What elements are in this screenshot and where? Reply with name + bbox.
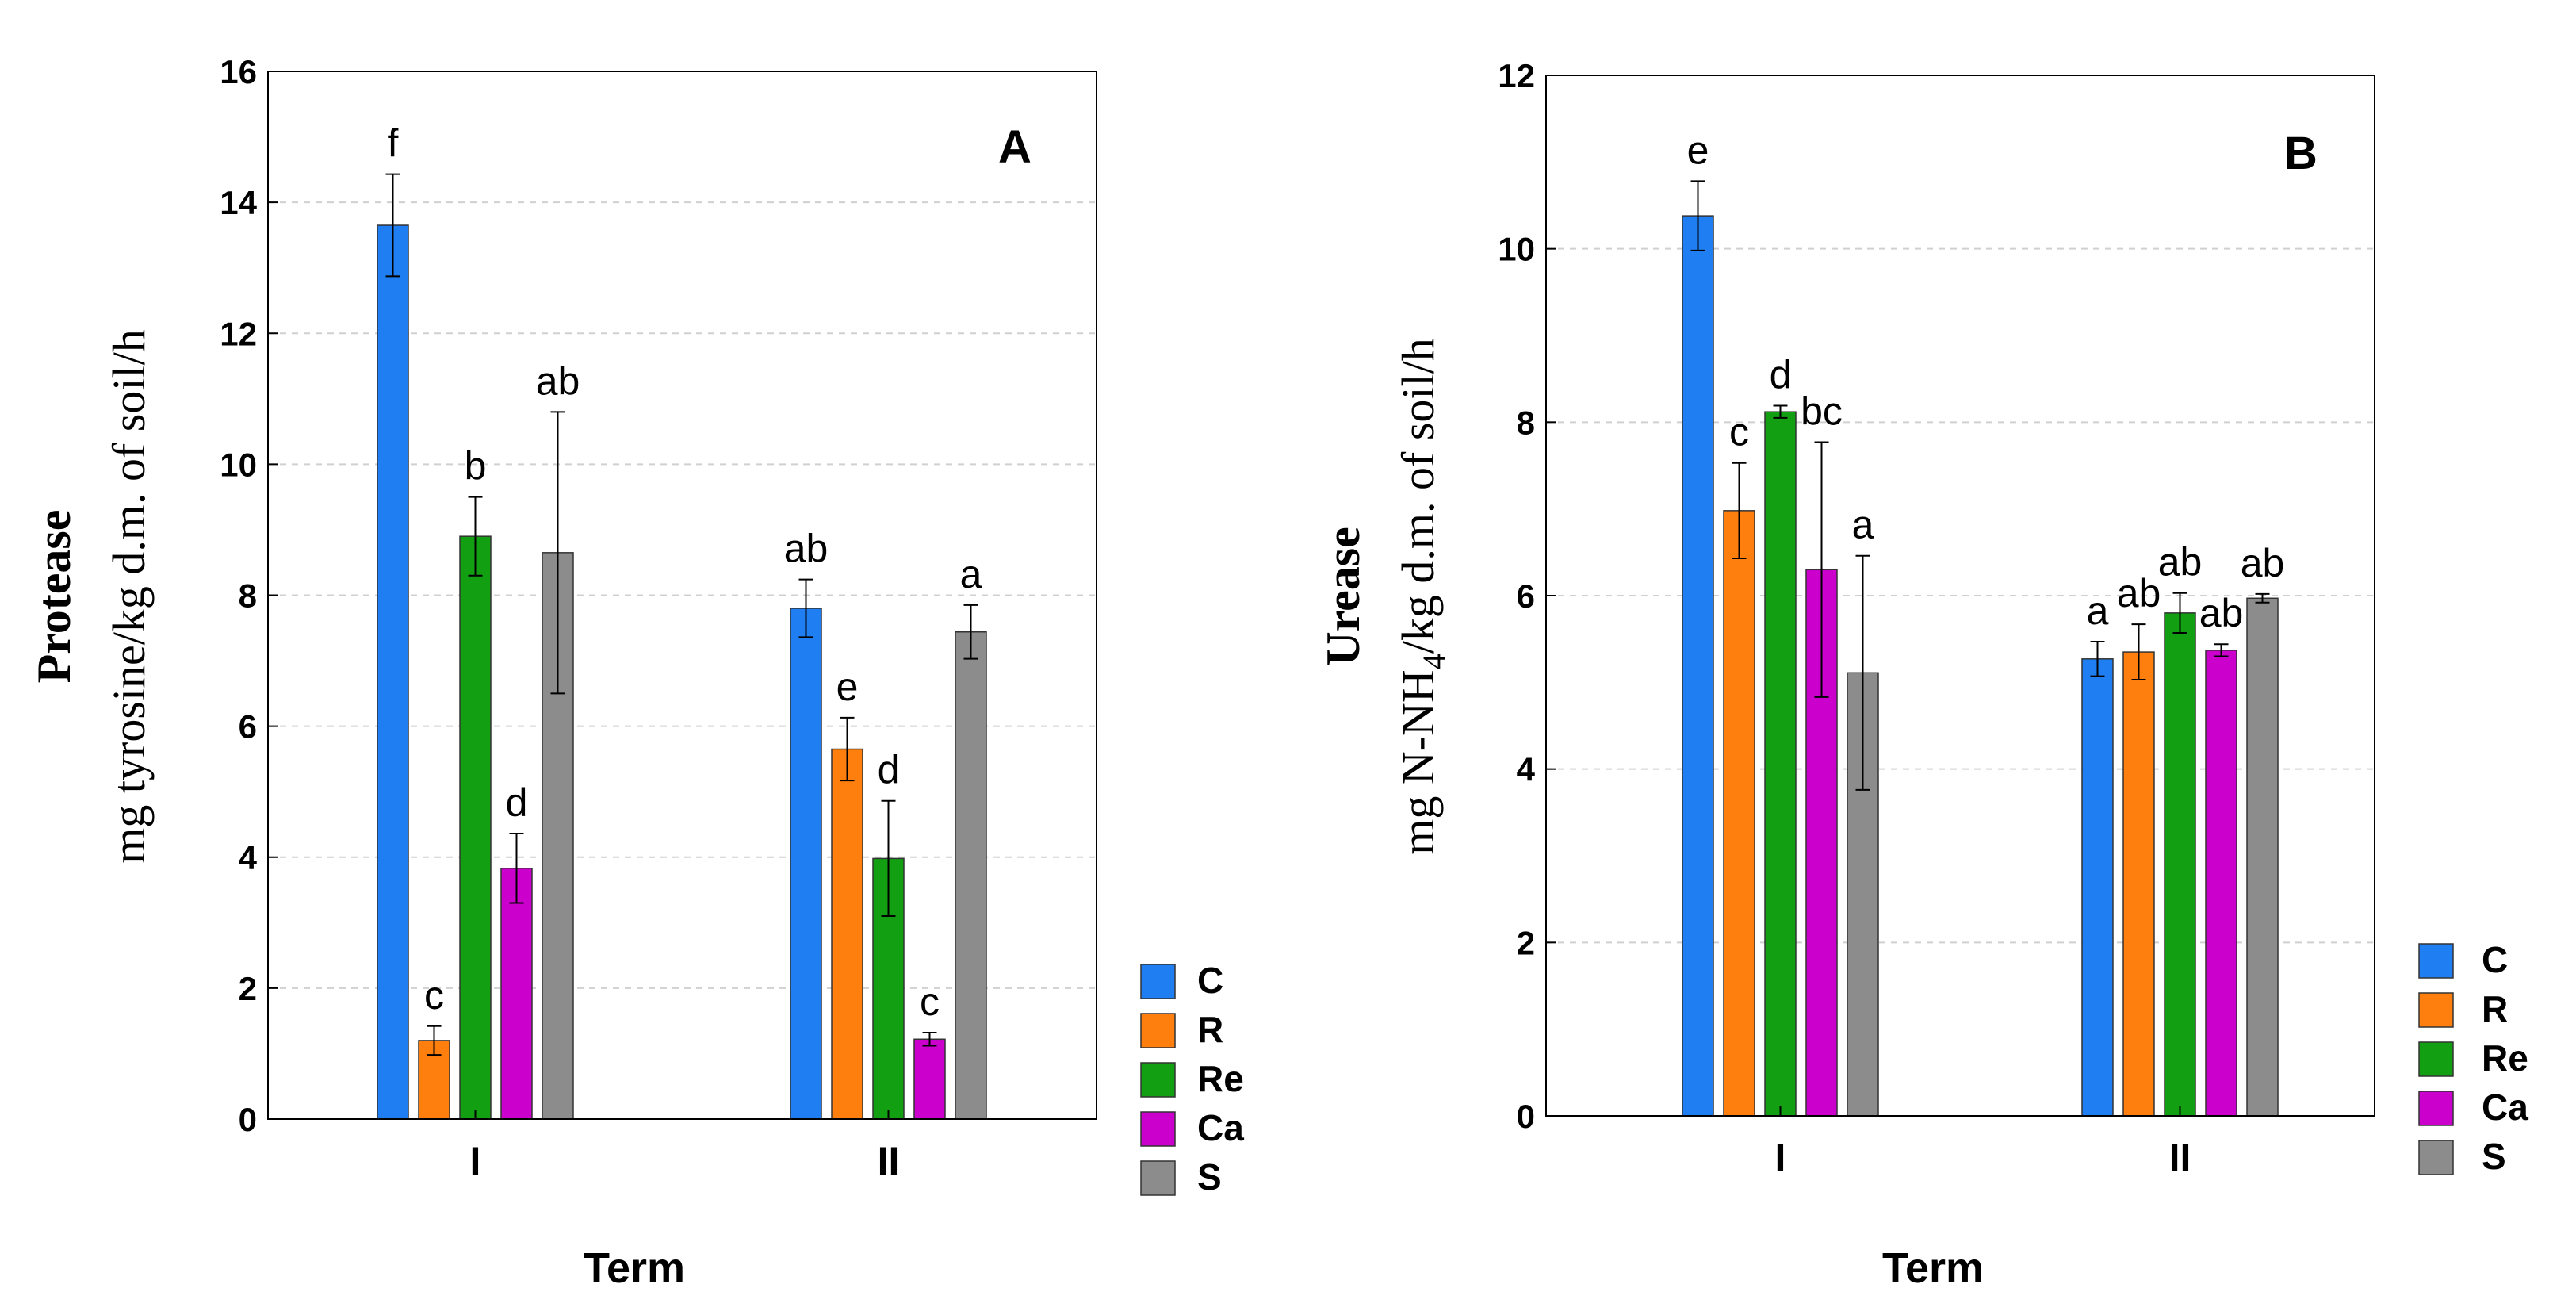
- panel-a-legend-swatch-re: [1140, 1062, 1176, 1098]
- panel-b-yaxis-unit: mg N-NH4/kg d.m. of soil/h: [1392, 338, 1452, 855]
- panel-b-bar-re-ii: [2164, 612, 2196, 1117]
- panel-a-bar-ca-ii: [913, 1038, 946, 1120]
- panel-a-letter-s-i: ab: [536, 358, 580, 403]
- panel-a-ytick-label-14: 14: [220, 184, 257, 221]
- panel-b-legend-swatch-re: [2418, 1041, 2454, 1077]
- panel-b-bar-r-ii: [2122, 651, 2155, 1117]
- panel-a-legend-label-re: Re: [1197, 1058, 1244, 1099]
- panel-a-bar-ca-i: [500, 868, 533, 1120]
- panel-b-legend-label-re: Re: [2482, 1037, 2528, 1079]
- panel-b-legend-label-ca: Ca: [2482, 1087, 2528, 1128]
- panel-a-ytick-label-12: 12: [220, 315, 257, 352]
- panel-a-letter-re-ii: d: [878, 748, 900, 792]
- panel-a-legend-label-r: R: [1197, 1009, 1223, 1050]
- panel-a-legend-swatch-s: [1140, 1160, 1176, 1196]
- panel-b-legend-swatch-r: [2418, 992, 2454, 1028]
- panel-b-xtick-label-i: I: [1775, 1136, 1786, 1180]
- panel-b-label: B: [2284, 128, 2318, 179]
- panel-b-letter-r-ii: ab: [2117, 571, 2161, 615]
- panel-a-letter-ca-ii: c: [920, 979, 940, 1024]
- panel-a-bar-c-i: [377, 224, 409, 1120]
- panel-b-bar-s-ii: [2246, 597, 2279, 1117]
- panel-b-bar-r-i: [1723, 510, 1755, 1117]
- panel-a-legend-label-ca: Ca: [1197, 1107, 1244, 1148]
- panel-a-xtick-label-ii: II: [878, 1139, 900, 1183]
- panel-b-bar-c-ii: [2081, 658, 2114, 1117]
- panel-a-ytick-label-16: 16: [220, 53, 257, 90]
- panel-b-bar-ca-ii: [2205, 650, 2237, 1117]
- panel-b-ytick-label-10: 10: [1498, 231, 1535, 268]
- panel-a-bar-s-ii: [955, 631, 987, 1120]
- panel-a-ytick-label-6: 6: [239, 708, 257, 746]
- panel-b-letter-c-ii: a: [2087, 588, 2109, 633]
- panel-b-legend-swatch-c: [2418, 943, 2454, 979]
- panel-b-letter-re-i: d: [1770, 353, 1792, 397]
- panel-a-yaxis-unit: mg tyrosine/kg d.m. of soil/h: [103, 329, 155, 863]
- panel-a-legend-swatch-c: [1140, 964, 1176, 999]
- panel-b-letter-s-ii: ab: [2241, 541, 2285, 585]
- panel-a-label: A: [998, 121, 1032, 173]
- panel-a-ytick-label-10: 10: [220, 446, 257, 483]
- panel-b-letter-s-i: a: [1852, 503, 1874, 547]
- panel-a-letter-re-i: b: [465, 444, 487, 489]
- panel-a-xtick-label-i: I: [470, 1139, 481, 1183]
- panel-a-letter-c-i: f: [388, 121, 399, 166]
- panel-b-letter-c-i: e: [1687, 128, 1709, 172]
- panel-b-legend-swatch-s: [2418, 1140, 2454, 1175]
- panel-b-xaxis-title: Term: [1882, 1244, 1984, 1292]
- panel-b-legend-label-s: S: [2482, 1136, 2506, 1177]
- panel-b-legend-label-c: C: [2482, 939, 2508, 980]
- panel-b-bar-c-i: [1682, 215, 1714, 1117]
- panel-b-ytick-label-12: 12: [1498, 57, 1535, 94]
- panel-a-letter-r-ii: e: [836, 665, 859, 709]
- panel-b-ytick-label-0: 0: [1517, 1098, 1535, 1135]
- panel-b-letter-ca-ii: ab: [2199, 591, 2244, 635]
- panel-b-yaxis-unit-subscript: 4: [1416, 654, 1452, 669]
- panel-b-yaxis-title: Urease: [1317, 527, 1369, 666]
- panel-a-ytick-label-8: 8: [239, 577, 257, 615]
- panel-b-ytick-label-6: 6: [1517, 577, 1535, 615]
- panel-a-legend-swatch-r: [1140, 1013, 1176, 1048]
- panel-b-ytick-label-8: 8: [1517, 404, 1535, 441]
- panel-a-letter-r-i: c: [424, 973, 444, 1018]
- panel-b-ytick-label-4: 4: [1517, 751, 1536, 788]
- panel-b-bar-re-i: [1764, 411, 1797, 1117]
- panel-b-letter-ca-i: bc: [1801, 389, 1843, 433]
- panel-b-ytick-label-2: 2: [1517, 924, 1535, 961]
- panel-b-legend-swatch-ca: [2418, 1091, 2454, 1126]
- panel-a-yaxis-title: Protease: [28, 510, 80, 684]
- panel-b-legend-label-r: R: [2482, 988, 2508, 1029]
- panel-a-letter-ca-i: d: [506, 780, 528, 825]
- panel-b-yaxis-unit-part: /kg d.m. of soil/h: [1392, 338, 1444, 654]
- panel-b-yaxis-unit-part: mg N-NH: [1392, 669, 1444, 855]
- panel-b-letter-r-i: c: [1729, 410, 1749, 454]
- panel-a-legend-label-c: C: [1197, 960, 1223, 1001]
- panel-a-bar-r-ii: [831, 748, 863, 1120]
- panel-a-ytick-label-2: 2: [239, 970, 257, 1007]
- panel-b-letter-re-ii: ab: [2158, 540, 2203, 585]
- panel-a-legend-swatch-ca: [1140, 1111, 1176, 1147]
- panel-a-xaxis-title: Term: [584, 1244, 685, 1292]
- panel-a-letter-c-ii: ab: [784, 527, 829, 571]
- panel-a-bar-c-ii: [790, 608, 822, 1120]
- panel-a-ytick-label-4: 4: [239, 839, 258, 876]
- panel-a-ytick-label-0: 0: [239, 1101, 257, 1138]
- panel-a-bar-re-i: [459, 535, 492, 1120]
- panel-a-legend-label-s: S: [1197, 1156, 1222, 1198]
- panel-a-letter-s-ii: a: [960, 552, 982, 596]
- panel-b-xtick-label-ii: II: [2169, 1136, 2191, 1180]
